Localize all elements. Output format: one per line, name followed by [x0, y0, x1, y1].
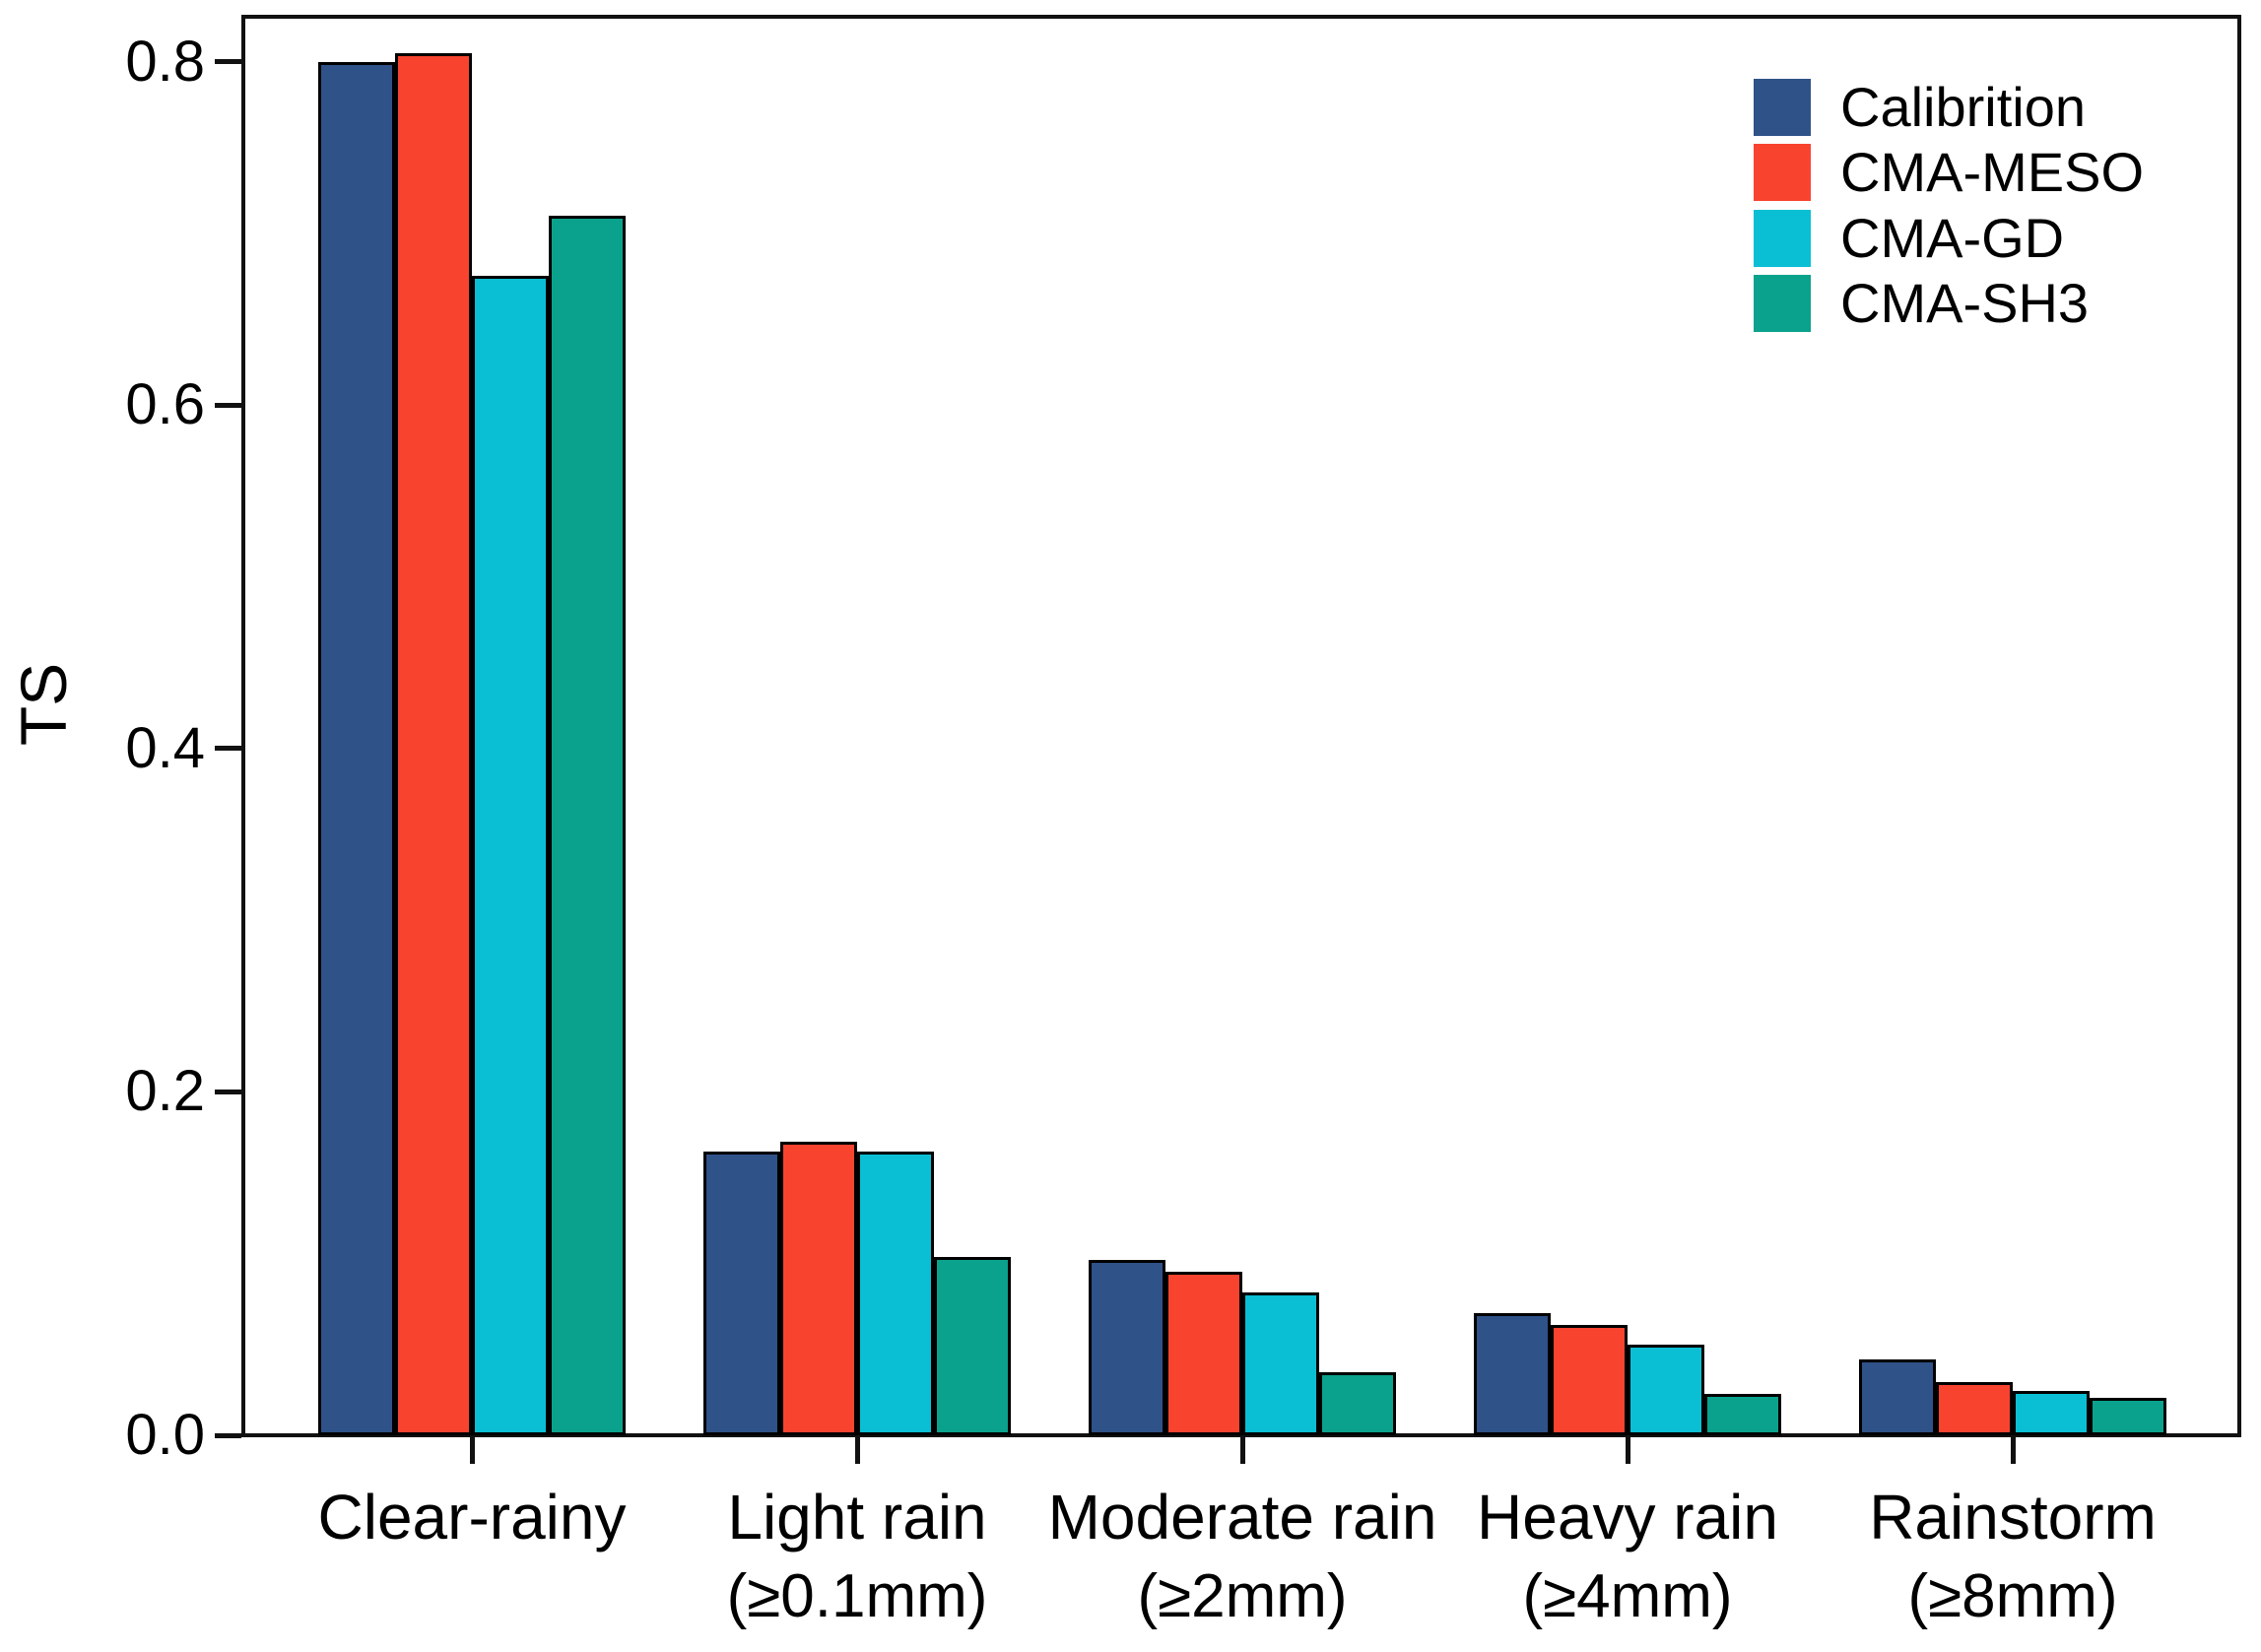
x-category-light-rain: Light rain (≥0.1mm)	[727, 1480, 988, 1633]
x-tick-light-rain	[854, 1437, 860, 1464]
bar-cma-meso-rainstorm	[1936, 1382, 2013, 1435]
legend-label-cma-sh3: CMA-SH3	[1840, 272, 2090, 334]
x-category-clear-rainy: Clear-rainy	[318, 1480, 627, 1554]
bar-cma-gd-heavy-rain	[1628, 1345, 1704, 1435]
x-category-label: Rainstorm	[1869, 1482, 2157, 1553]
bar-cma-gd-moderate-rain	[1242, 1292, 1319, 1435]
legend-swatch-calibrition	[1754, 79, 1811, 136]
y-tick-label-0.2: 0.2	[125, 1059, 205, 1124]
bar-cma-gd-clear-rainy	[472, 276, 549, 1435]
bar-cma-meso-heavy-rain	[1551, 1325, 1628, 1435]
legend-swatch-cma-gd	[1754, 210, 1811, 267]
bar-cma-meso-moderate-rain	[1165, 1272, 1242, 1435]
legend-swatch-cma-sh3	[1754, 275, 1811, 332]
bar-cma-gd-rainstorm	[2013, 1391, 2090, 1435]
legend-label-calibrition: Calibrition	[1840, 76, 2086, 138]
y-tick-label-0.0: 0.0	[125, 1403, 205, 1467]
x-tick-clear-rainy	[469, 1437, 475, 1464]
y-tick-0.2	[215, 1089, 241, 1094]
bar-cma-sh3-rainstorm	[2090, 1398, 2166, 1435]
x-category-moderate-rain: Moderate rain (≥2mm)	[1048, 1480, 1437, 1633]
y-tick-label-0.8: 0.8	[125, 29, 205, 94]
legend-swatch-cma-meso	[1754, 144, 1811, 201]
bar-cma-sh3-clear-rainy	[549, 216, 626, 1435]
x-tick-rainstorm	[2010, 1437, 2016, 1464]
bar-calibrition-heavy-rain	[1474, 1313, 1551, 1435]
y-tick-label-0.6: 0.6	[125, 372, 205, 437]
x-category-heavy-rain: Heavy rain (≥4mm)	[1477, 1480, 1778, 1633]
y-tick-0.0	[215, 1432, 241, 1438]
bar-cma-meso-light-rain	[780, 1142, 857, 1435]
bar-cma-sh3-heavy-rain	[1704, 1394, 1781, 1435]
bar-cma-sh3-moderate-rain	[1319, 1372, 1396, 1435]
x-tick-moderate-rain	[1239, 1437, 1245, 1464]
bar-calibrition-moderate-rain	[1089, 1260, 1165, 1435]
x-category-label: Heavy rain	[1477, 1482, 1778, 1553]
y-tick-label-0.4: 0.4	[125, 715, 205, 780]
y-tick-0.6	[215, 402, 241, 408]
bar-cma-sh3-light-rain	[934, 1257, 1011, 1435]
bar-calibrition-rainstorm	[1859, 1359, 1936, 1435]
y-tick-0.4	[215, 746, 241, 752]
x-tick-heavy-rain	[1625, 1437, 1630, 1464]
legend-label-cma-meso: CMA-MESO	[1840, 141, 2144, 203]
x-category-label: Light rain	[727, 1482, 987, 1553]
bar-calibrition-clear-rainy	[318, 62, 395, 1435]
x-category-threshold: (≥8mm)	[1907, 1562, 2118, 1630]
x-category-threshold: (≥0.1mm)	[726, 1562, 988, 1630]
bar-cma-meso-clear-rainy	[395, 53, 472, 1435]
legend-label-cma-gd: CMA-GD	[1840, 207, 2065, 269]
x-category-label: Moderate rain	[1047, 1482, 1437, 1553]
x-category-rainstorm: Rainstorm (≥8mm)	[1869, 1480, 2157, 1633]
y-tick-0.8	[215, 59, 241, 65]
bar-cma-gd-light-rain	[857, 1152, 934, 1435]
bar-calibrition-light-rain	[703, 1152, 780, 1435]
x-category-threshold: (≥4mm)	[1522, 1562, 1733, 1630]
x-category-label: Clear-rainy	[317, 1482, 627, 1553]
x-category-threshold: (≥2mm)	[1137, 1562, 1348, 1630]
